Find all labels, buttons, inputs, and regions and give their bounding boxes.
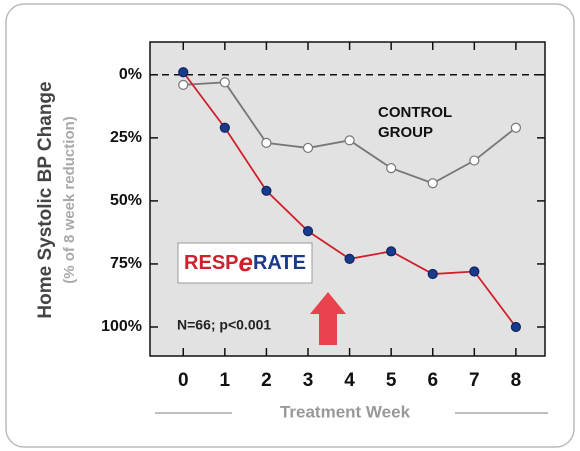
point <box>178 79 189 90</box>
x-tick-label: 4 <box>344 370 355 391</box>
logo: RESPeRATE <box>177 242 313 284</box>
x-tick-label: 1 <box>220 370 231 391</box>
plot-area <box>149 41 546 357</box>
x-tick-label: 5 <box>386 370 397 391</box>
annotation: GROUP <box>378 124 433 141</box>
y-tick-label: 50% <box>110 192 142 209</box>
logo-text: RESPeRATE <box>184 247 306 277</box>
y-tick-label: 75% <box>110 255 142 272</box>
point <box>261 185 272 196</box>
x-tick-label: 2 <box>261 370 272 391</box>
y-tick-label: 25% <box>110 129 142 146</box>
x-tick-label: 0 <box>178 370 189 391</box>
y-tick-label: 100% <box>101 318 142 335</box>
logo-part: RESP <box>184 252 238 274</box>
point <box>427 268 438 280</box>
point <box>302 226 314 237</box>
x-tick-label: 6 <box>427 370 438 391</box>
point <box>469 266 480 277</box>
point <box>386 163 397 174</box>
x-tick-label: 8 <box>511 370 522 391</box>
annotation: N=66; p<0.001 <box>177 317 271 333</box>
y-tick-label: 0% <box>119 66 142 83</box>
arrow <box>310 292 346 345</box>
annotation: CONTROL <box>378 104 452 121</box>
point <box>386 246 397 257</box>
x-axis-label: Treatment Week <box>280 402 411 421</box>
point <box>178 67 189 78</box>
x-tick-label: 7 <box>469 370 480 391</box>
logo-part: e <box>239 247 253 277</box>
point <box>219 77 230 88</box>
point <box>510 321 521 333</box>
point <box>427 178 438 189</box>
logo-box <box>177 242 313 284</box>
logo-part: RATE <box>253 252 306 274</box>
point <box>510 122 521 133</box>
point <box>219 122 230 133</box>
point <box>261 137 272 148</box>
point <box>344 135 355 146</box>
y-axis-label: Home Systolic BP Change <box>35 81 56 318</box>
y-axis-sublabel: (% of 8 week reduction) <box>61 116 78 284</box>
point <box>344 253 355 264</box>
point <box>469 155 480 166</box>
x-tick-label: 3 <box>303 370 314 391</box>
point <box>302 142 314 154</box>
